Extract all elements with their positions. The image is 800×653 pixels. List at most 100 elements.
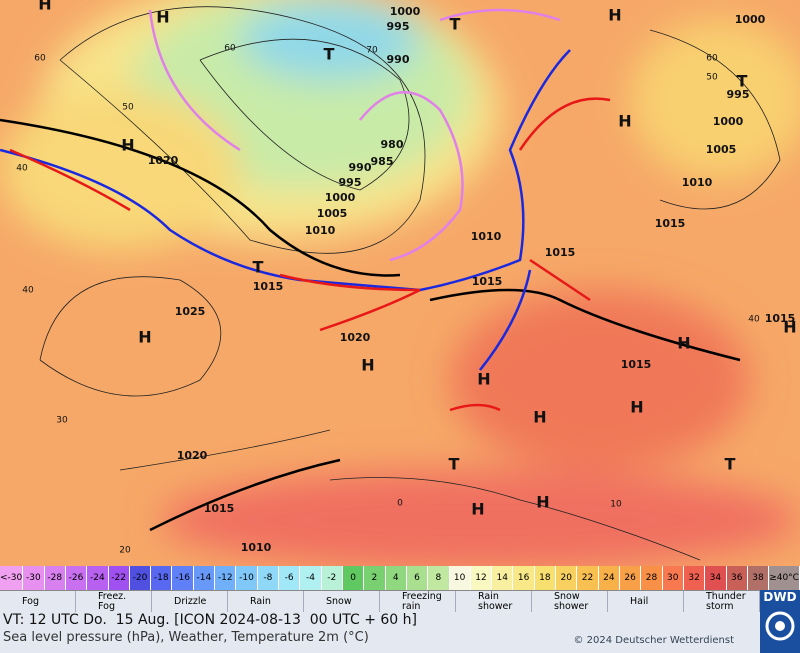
high-pressure: H	[630, 398, 643, 417]
scale-swatch: -16	[172, 566, 194, 590]
isobar-label: 1000	[735, 13, 766, 26]
grid-label: 50	[706, 73, 718, 83]
isobar-label: 1010	[305, 224, 336, 237]
legend-item: Rain	[228, 591, 304, 613]
scale-swatch: -30	[23, 566, 45, 590]
legend-item: Freezing rain	[380, 591, 456, 613]
low-pressure: T	[449, 455, 460, 474]
isobar-label: 1010	[682, 176, 713, 189]
legend-item: Hail	[608, 591, 684, 613]
scale-swatch: -24	[87, 566, 109, 590]
isobar-label: 995	[727, 88, 750, 101]
isobar-label: 1015	[765, 312, 796, 325]
legend-item: Freez. Fog	[76, 591, 152, 613]
high-pressure: H	[121, 136, 134, 155]
low-pressure: T	[450, 15, 461, 34]
scale-swatch: -26	[65, 566, 88, 590]
scale-swatch: 16	[513, 566, 535, 590]
scale-swatch: <-30	[0, 566, 24, 590]
high-pressure: H	[156, 8, 169, 27]
isobar-label: 1020	[340, 331, 371, 344]
logo: DWD	[760, 590, 800, 653]
isobar-label: 1025	[175, 305, 206, 318]
high-pressure: H	[677, 334, 690, 353]
isobar-label: 985	[371, 155, 394, 168]
scale-swatch: -2	[321, 566, 343, 590]
scale-swatch: 18	[534, 566, 557, 590]
isobar-label: 1000	[325, 191, 356, 204]
high-pressure: H	[477, 370, 490, 389]
isobar-label: 1015	[472, 275, 503, 288]
isobar-label: 995	[387, 20, 410, 33]
scale-swatch: 12	[470, 566, 493, 590]
isobar-label: 1015	[545, 246, 576, 259]
scale-swatch: -22	[108, 566, 130, 590]
scale-swatch: 2	[364, 566, 386, 590]
grid-label: 50	[122, 103, 134, 113]
scale-swatch: 26	[620, 566, 642, 590]
legend-item: Drizzle	[152, 591, 228, 613]
high-pressure: H	[38, 0, 51, 14]
isobar-label: 1010	[471, 230, 502, 243]
scale-swatch: 30	[662, 566, 684, 590]
scale-swatch: -6	[279, 566, 301, 590]
grid-label: 70	[366, 46, 378, 56]
legend-item: Snow	[304, 591, 380, 613]
isobar-label: 1000	[390, 5, 421, 18]
isobar-label: 1005	[317, 207, 348, 220]
grid-label: 60	[34, 54, 46, 64]
scale-swatch: 32	[683, 566, 706, 590]
isobar-label: 990	[387, 53, 410, 66]
isobar-label: 1005	[706, 143, 737, 156]
footer: VT: 12 UTC Do. 15 Aug. [ICON 2024-08-13 …	[0, 612, 760, 653]
logo-icon	[765, 611, 795, 641]
map: 1000995990985980990995100010051010101510…	[0, 0, 800, 566]
high-pressure: H	[608, 6, 621, 25]
isobar-label: 1010	[241, 541, 272, 554]
grid-label: 40	[16, 164, 28, 174]
scale-swatch: ≥40°C	[769, 566, 800, 590]
grid-label: 60	[224, 44, 236, 54]
high-pressure: H	[138, 328, 151, 347]
scale-swatch: -8	[257, 566, 279, 590]
scale-swatch: 28	[641, 566, 663, 590]
isobar-label: 1015	[204, 502, 235, 515]
isobar-label: 1020	[177, 449, 208, 462]
scale-swatch: 24	[598, 566, 620, 590]
scale-swatch: 4	[385, 566, 407, 590]
high-pressure: H	[471, 500, 484, 519]
high-pressure: H	[618, 112, 631, 131]
isobar-label: 995	[339, 176, 362, 189]
scale-swatch: -14	[193, 566, 216, 590]
high-pressure: H	[361, 356, 374, 375]
legend-item: Thunder storm	[684, 591, 760, 613]
scale-swatch: 10	[449, 566, 471, 590]
grid-label: 0	[397, 499, 403, 509]
scale-swatch: 8	[428, 566, 450, 590]
scale-swatch: -10	[236, 566, 258, 590]
scale-swatch: -20	[129, 566, 152, 590]
copyright: © 2024 Deutscher Wetterdienst	[573, 635, 734, 646]
isobar-label: 980	[381, 138, 404, 151]
grid-label: 20	[119, 546, 131, 556]
high-pressure: H	[536, 493, 549, 512]
legend-item: Fog	[0, 591, 76, 613]
scale-swatch: 20	[556, 566, 578, 590]
scale-swatch: 22	[577, 566, 599, 590]
isobar-label: 1015	[655, 217, 686, 230]
grid-label: 40	[748, 315, 760, 325]
scale-swatch: -4	[300, 566, 322, 590]
legend-item: Snow shower	[532, 591, 608, 613]
isobar-label: 1015	[253, 280, 284, 293]
grid-label: 60	[706, 54, 718, 64]
high-pressure: H	[783, 318, 796, 337]
weather-legend: Fog Freez. Fog Drizzle Rain Snow Freezing rai…	[0, 590, 760, 613]
scale-swatch: 14	[492, 566, 514, 590]
isobar-label: 1020	[148, 154, 179, 167]
legend-item: Rain shower	[456, 591, 532, 613]
scale-swatch: 6	[406, 566, 429, 590]
isobar-label: 1000	[713, 115, 744, 128]
isobar-label: 990	[349, 161, 372, 174]
scale-swatch: 36	[726, 566, 748, 590]
